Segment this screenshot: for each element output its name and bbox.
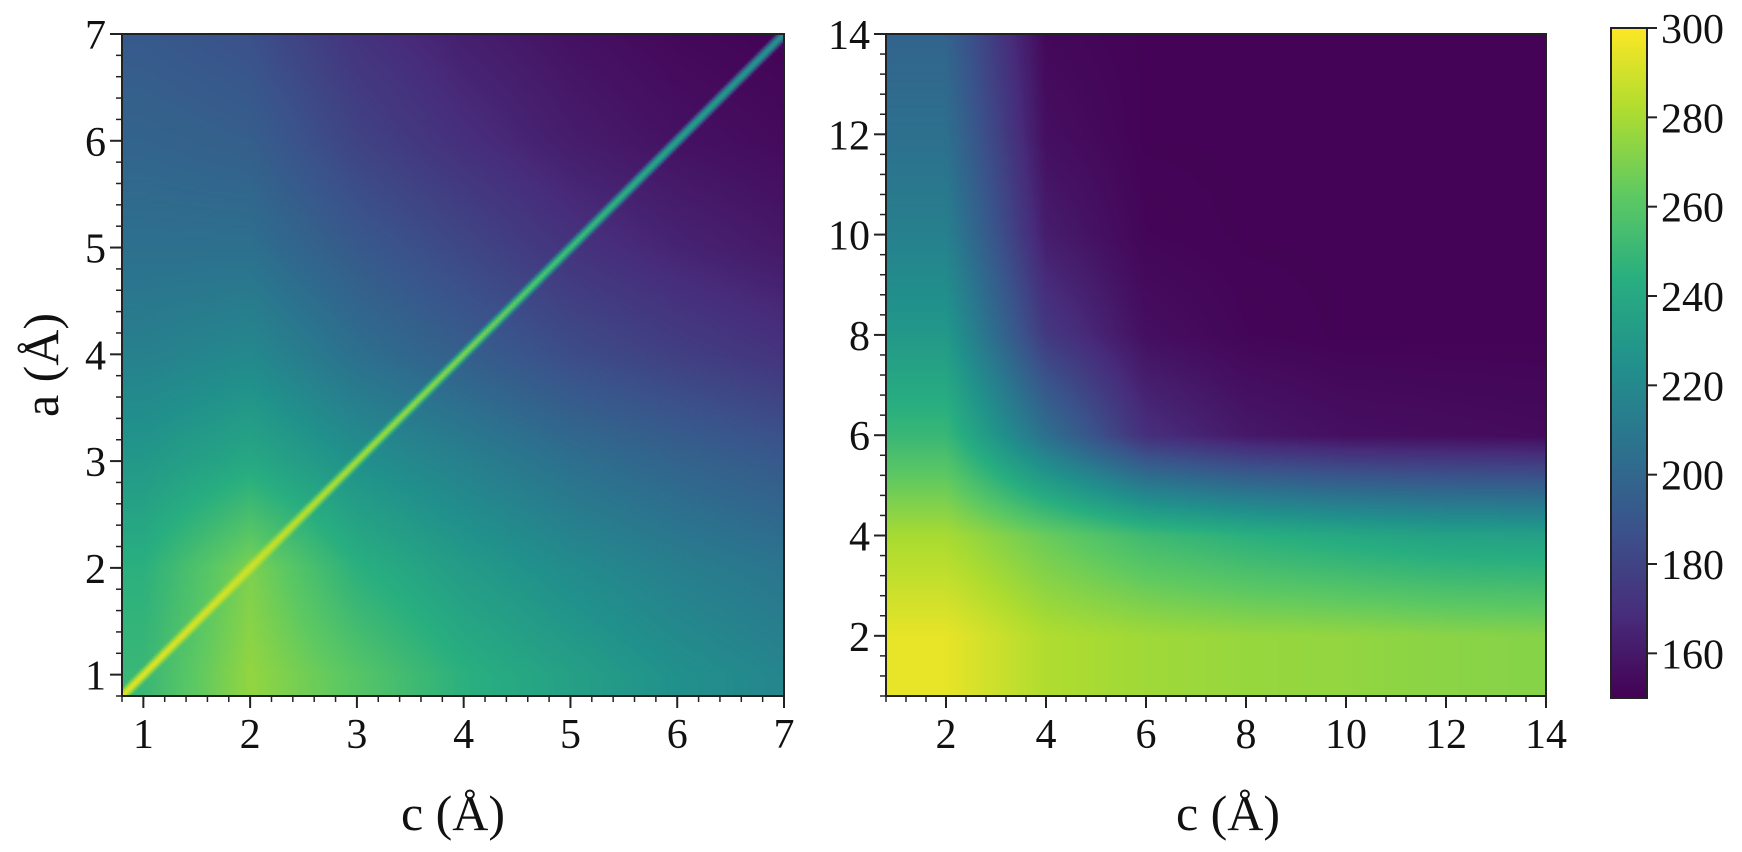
right-x-tick-label: 8 [1236, 712, 1257, 758]
colorbar-tick-label: 280 [1661, 96, 1724, 142]
right-y-tick-label: 6 [849, 414, 870, 460]
colorbar-tick-label: 260 [1661, 186, 1724, 232]
left-y-axis-label: a (Å) [13, 313, 69, 417]
right-x-tick-label: 2 [936, 712, 957, 758]
colorbar-tick-label: 180 [1661, 543, 1724, 589]
left-y-tick-label: 6 [85, 120, 106, 166]
left-y-tick-label: 3 [85, 440, 106, 486]
left-axis-ticks: 1 2 3 4 5 6 7 1 2 3 4 5 6 7 [85, 13, 795, 758]
left-y-tick-label: 4 [85, 333, 106, 379]
left-x-axis-label: c (Å) [401, 785, 505, 841]
left-x-tick-label: 3 [346, 712, 367, 758]
left-x-tick-label: 5 [560, 712, 581, 758]
right-x-axis-label: c (Å) [1176, 785, 1280, 841]
colorbar-tick-label: 160 [1661, 632, 1724, 678]
left-x-tick-label: 4 [453, 712, 474, 758]
right-y-tick-label: 4 [849, 515, 870, 561]
right-y-tick-label: 14 [828, 13, 870, 59]
colorbar-tick-label: 300 [1661, 7, 1724, 53]
right-x-tick-label: 12 [1425, 712, 1467, 758]
right-y-tick-label: 12 [828, 113, 870, 159]
left-y-tick-label: 1 [85, 654, 106, 700]
right-heatmap-image [886, 34, 1546, 696]
colorbar-gradient [1610, 27, 1648, 699]
left-x-tick-label: 2 [240, 712, 261, 758]
left-y-tick-label: 2 [85, 547, 106, 593]
colorbar-tick-label: 220 [1661, 364, 1724, 410]
left-y-tick-label: 5 [85, 227, 106, 273]
left-x-tick-label: 7 [774, 712, 795, 758]
left-x-tick-label: 1 [133, 712, 154, 758]
left-heatmap-panel: 1 2 3 4 5 6 7 1 2 3 4 5 6 7 c (Å) a (Å) [13, 13, 795, 841]
right-heatmap-panel: 2 4 6 8 10 12 14 2 4 6 8 10 12 14 c (Å) [828, 13, 1567, 841]
left-heatmap-image [122, 34, 784, 696]
colorbar: 160 180 200 220 240 260 280 300 [1610, 7, 1724, 699]
right-y-tick-label: 2 [849, 615, 870, 661]
colorbar-tick-label: 200 [1661, 454, 1724, 500]
right-plot-frame [885, 33, 1547, 697]
left-x-tick-label: 6 [667, 712, 688, 758]
right-x-tick-label: 4 [1036, 712, 1057, 758]
colorbar-tick-label: 240 [1661, 275, 1724, 321]
right-x-tick-label: 14 [1525, 712, 1567, 758]
left-y-tick-label: 7 [85, 13, 106, 59]
right-x-tick-label: 6 [1136, 712, 1157, 758]
right-axis-ticks: 2 4 6 8 10 12 14 2 4 6 8 10 12 14 [828, 13, 1567, 758]
left-plot-frame [121, 33, 785, 697]
colorbar-ticks: 160 180 200 220 240 260 280 300 [1647, 7, 1724, 678]
right-y-tick-label: 10 [828, 214, 870, 260]
right-x-tick-label: 10 [1325, 712, 1367, 758]
right-y-tick-label: 8 [849, 314, 870, 360]
